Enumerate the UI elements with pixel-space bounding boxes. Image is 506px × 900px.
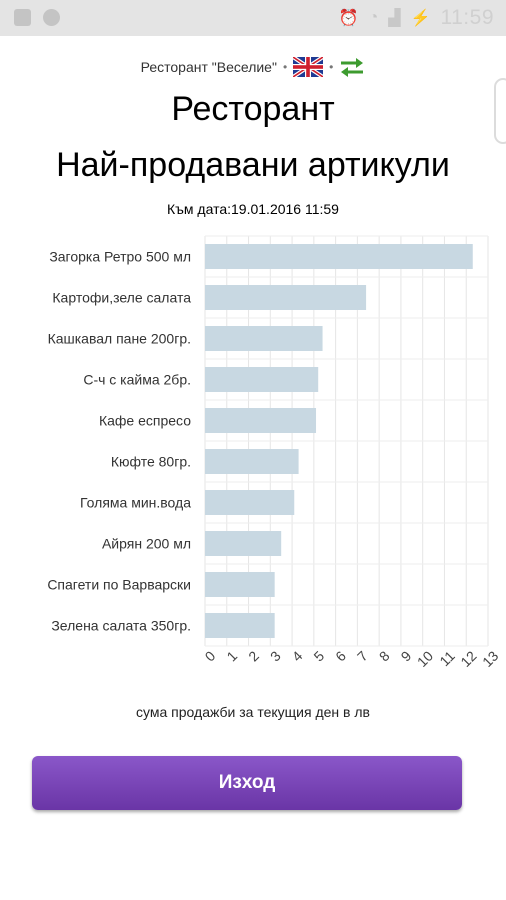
bar	[205, 490, 295, 515]
x-tick-label: 13	[479, 647, 501, 669]
bar	[205, 408, 317, 433]
wifi-icon: ◔	[368, 9, 379, 26]
status-time: 11:59	[440, 6, 494, 29]
separator: •	[329, 60, 334, 74]
separator: •	[282, 60, 288, 74]
category-label: Спагети по Варварски	[47, 577, 191, 593]
x-tick-label: 12	[457, 647, 479, 669]
bar-chart: Загорка Ретро 500 мл Картофи,зеле салата К…	[47, 235, 502, 670]
restaurant-line: Ресторант "Веселие" • •	[0, 55, 506, 79]
category-label: Кюфте 80гр.	[111, 454, 191, 470]
x-tick-label: 7	[354, 647, 371, 664]
x-tick-label: 9	[398, 647, 415, 664]
x-axis-title: сума продажби за текущия ден в лв	[136, 704, 370, 720]
status-left	[14, 9, 60, 26]
category-label: С-ч с кайма 2бр.	[83, 372, 191, 388]
swap-arrows-icon[interactable]	[339, 56, 365, 78]
bar	[205, 285, 367, 310]
category-label: Кафе еспресо	[99, 413, 191, 429]
as-of-date: Към дата: 19.01.2016 11:59	[0, 201, 506, 217]
status-right: ⏰ ◔ ▟ ⚡ 11:59	[339, 6, 494, 30]
bar	[205, 449, 299, 474]
x-tick-label: 3	[267, 647, 284, 664]
bar	[205, 572, 275, 597]
bar	[205, 244, 473, 269]
x-tick-label: 1	[223, 647, 240, 664]
x-tick-label: 11	[436, 647, 458, 669]
x-tick-label: 2	[245, 647, 262, 664]
bar	[205, 531, 282, 556]
category-label: Картофи,зеле салата	[52, 290, 191, 306]
restaurant-name: Ресторант "Веселие"	[140, 59, 277, 75]
as-of-label: Към дата:	[167, 201, 232, 217]
x-tick-label: 8	[376, 647, 393, 664]
exit-button[interactable]: Изход	[32, 756, 462, 810]
category-label: Загорка Ретро 500 мл	[49, 249, 191, 265]
signal-icon: ▟	[388, 10, 401, 27]
edge-panel-handle[interactable]	[494, 78, 506, 144]
image-icon	[14, 9, 31, 26]
bar	[205, 613, 275, 638]
x-tick-label: 10	[414, 647, 436, 669]
category-label: Зелена салата 350гр.	[51, 618, 191, 634]
as-of-value: 19.01.2016 11:59	[231, 201, 339, 217]
uk-flag-icon[interactable]	[292, 55, 325, 79]
page-subtitle: Най-продавани артикули	[56, 146, 450, 184]
bar	[205, 367, 319, 392]
category-label: Голяма мин.вода	[80, 495, 191, 511]
category-label: Кашкавал пане 200гр.	[48, 331, 191, 347]
x-tick-label: 5	[310, 647, 327, 664]
x-tick-label: 4	[289, 647, 306, 664]
alarm-icon: ⏰	[338, 10, 359, 27]
page-title: Ресторант	[171, 90, 335, 128]
x-tick-label: 6	[332, 647, 349, 664]
x-tick-label: 0	[202, 647, 219, 664]
category-label: Айрян 200 мл	[102, 536, 191, 552]
sync-icon	[43, 9, 60, 26]
battery-charging-icon: ⚡	[410, 10, 431, 27]
status-bar: ⏰ ◔ ▟ ⚡ 11:59	[0, 0, 506, 36]
bar	[205, 326, 323, 351]
